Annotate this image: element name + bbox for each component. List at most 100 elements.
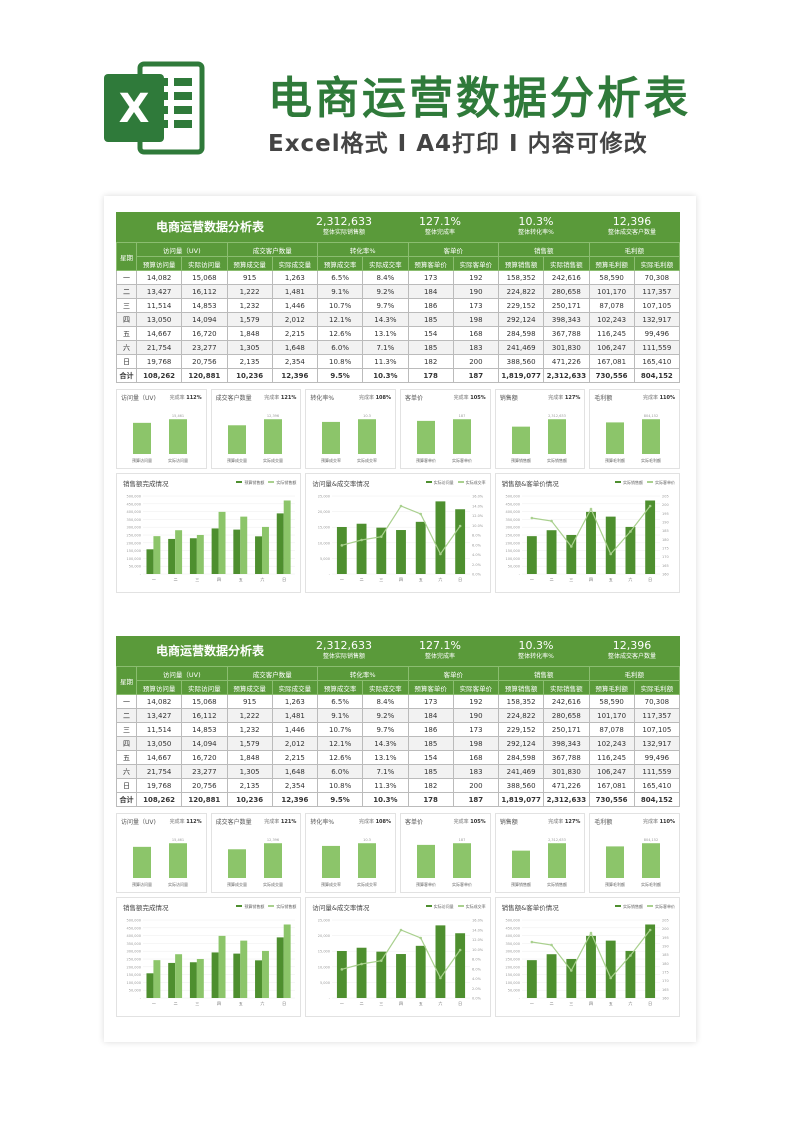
y2-tick-label: 14.0% bbox=[472, 928, 484, 932]
table-cell: 1,232 bbox=[226, 722, 273, 737]
combo-chart-plot: 500,000 450,000 400,000 350,000 300,000 250,0… bbox=[127, 495, 295, 582]
table-cell: 8.4% bbox=[362, 270, 409, 285]
table-cell: 14,853 bbox=[181, 722, 228, 737]
y2-tick-label: 200 bbox=[662, 503, 669, 507]
mini-chart-plot: 预算成交量 实际成交量 12,396 bbox=[227, 414, 283, 463]
x-tick-label: 六 bbox=[628, 1000, 632, 1006]
y-tick-label: 250,000 bbox=[505, 534, 519, 538]
bar-actual bbox=[218, 935, 226, 998]
table-cell: 二 bbox=[116, 284, 137, 299]
y2-tick-label: 190 bbox=[662, 521, 669, 525]
x-tick-label: 五 bbox=[239, 577, 243, 582]
table-cell: 23,277 bbox=[181, 340, 228, 355]
table-cell: 224,822 bbox=[497, 708, 545, 723]
table-cell: 107,105 bbox=[633, 298, 681, 313]
table-row: 六 21,754 23,277 1,305 1,648 6.0% 7.1% 185 183 241… bbox=[116, 764, 681, 779]
table-cell: 173 bbox=[407, 270, 454, 285]
table-row: 五 14,667 16,720 1,848 2,215 12.6% 13.1% 154 168 2… bbox=[116, 326, 681, 341]
mini-bar-label: 预算毛利额 bbox=[605, 457, 625, 463]
table-cell: 182 bbox=[407, 354, 454, 369]
y2-tick-label: 6.0% bbox=[472, 967, 482, 971]
y-tick-label: 10,000 bbox=[318, 541, 330, 545]
y-tick-label: 100,000 bbox=[127, 557, 141, 561]
table-cell: 10.8% bbox=[316, 778, 364, 793]
y-tick-label: 200,000 bbox=[127, 965, 141, 969]
mini-chart-rate: 完成率 127% bbox=[548, 394, 580, 401]
y-tick-label: 400,000 bbox=[505, 934, 519, 938]
table-row: 一 14,082 15,068 915 1,263 6.5% 8.4% 173 192 158,3… bbox=[116, 270, 681, 285]
kpi-value: 127.1% bbox=[419, 639, 461, 652]
legend-label: 实际客单价 bbox=[654, 904, 675, 909]
y2-tick-label: 180 bbox=[662, 962, 669, 966]
y-tick-label: 100,000 bbox=[127, 981, 141, 985]
y2-tick-label: 10.0% bbox=[472, 524, 484, 528]
rate-value: 127% bbox=[564, 395, 581, 401]
y-tick-label: - bbox=[140, 573, 142, 577]
table-cell: 280,658 bbox=[543, 708, 590, 723]
table-cell: 58,590 bbox=[588, 694, 635, 709]
report-title: 电商运营数据分析表 bbox=[156, 644, 265, 658]
table-cell: 7.1% bbox=[362, 340, 409, 355]
total-cell: 178 bbox=[407, 368, 454, 383]
mini-bar bbox=[417, 420, 436, 454]
x-tick-label: 五 bbox=[419, 577, 423, 582]
total-cell: 120,881 bbox=[181, 792, 228, 807]
rate-label: 完成率 bbox=[169, 395, 185, 401]
kpi-label: 整体成交客户数量 bbox=[607, 229, 656, 236]
combo-chart-legend: 预算销售额 实际销售额 bbox=[232, 904, 296, 910]
y2-tick-label: 2.0% bbox=[472, 563, 482, 567]
table-cell: 日 bbox=[116, 354, 137, 369]
total-cell: 12,396 bbox=[271, 792, 319, 807]
table-cell: 1,232 bbox=[226, 298, 273, 313]
table-cell: 165,410 bbox=[633, 354, 681, 369]
y-tick-label: 5,000 bbox=[320, 557, 330, 561]
y-tick-label: 400,000 bbox=[127, 510, 141, 514]
group-header: 访问量（UV) bbox=[136, 242, 228, 257]
table-cell: 167,081 bbox=[588, 354, 635, 369]
x-tick-label: 日 bbox=[458, 1001, 462, 1006]
kpi-completion-rate: 127.1% 整体完成率 bbox=[392, 212, 488, 242]
kpi-label: 整体完成率 bbox=[424, 229, 455, 236]
y2-tick-label: 195 bbox=[662, 512, 669, 516]
total-cell: 108,262 bbox=[135, 792, 183, 807]
table-cell: 1,305 bbox=[226, 764, 273, 779]
total-cell: 187 bbox=[452, 792, 500, 807]
mini-chart: 销售额 完成率 127% 预算销售额 实际销售额 2,312,633 bbox=[494, 389, 586, 469]
line-point bbox=[459, 948, 462, 952]
combo-chart: 访问量&成交率情况 实际访问量 实际成交率 25,000 20,000 15,000 10,… bbox=[305, 473, 491, 593]
y-tick-label: 300,000 bbox=[505, 950, 519, 954]
table-cell: 242,616 bbox=[543, 694, 590, 709]
table-cell: 19,768 bbox=[135, 354, 183, 369]
y2-tick-label: 195 bbox=[662, 936, 669, 940]
y-tick-label: 150,000 bbox=[127, 549, 141, 553]
total-cell: 10,236 bbox=[226, 368, 273, 383]
y-tick-label: 50,000 bbox=[507, 565, 519, 569]
combo-chart: 访问量&成交率情况 实际访问量 实际成交率 25,000 20,000 15,000 10,… bbox=[305, 897, 491, 1017]
mini-chart-rate: 完成率 110% bbox=[643, 394, 675, 401]
table-cell: 241,469 bbox=[497, 764, 545, 779]
report-banner: 电商运营数据分析表 2,312,633 整体实际销售额 127.1% 整体完成率 1… bbox=[116, 636, 680, 666]
mini-chart-title: 客单价 bbox=[405, 395, 424, 402]
combo-chart: 销售额&客单价情况 实际销售额 实际客单价 500,000 450,000 400,000… bbox=[494, 897, 680, 1017]
mini-bar-label: 预算客单价 bbox=[416, 881, 436, 887]
bar-actual bbox=[566, 958, 576, 998]
table-cell: 388,560 bbox=[497, 778, 545, 793]
mini-bar-label: 预算毛利额 bbox=[605, 881, 625, 887]
rate-label: 完成率 bbox=[264, 819, 280, 825]
line-point bbox=[609, 552, 612, 556]
y-tick-label: 450,000 bbox=[505, 926, 519, 930]
total-cell: 120,881 bbox=[181, 368, 228, 383]
bar-actual bbox=[644, 500, 655, 574]
y-tick-label: 200,000 bbox=[127, 541, 141, 545]
mini-chart-rate: 完成率 105% bbox=[454, 394, 486, 401]
mini-chart: 访问量（UV) 完成率 112% 预算访问量 实际访问量 15,461 bbox=[116, 813, 207, 893]
bar-actual bbox=[396, 530, 407, 574]
bar-actual bbox=[396, 954, 407, 998]
y-tick-label: 500,000 bbox=[127, 495, 141, 499]
mini-chart-title: 销售额 bbox=[499, 819, 518, 826]
kpi-value: 10.3% bbox=[518, 639, 554, 652]
mini-bar-value: 2,312,633 bbox=[548, 838, 566, 842]
line-point bbox=[459, 524, 462, 528]
line-point bbox=[549, 519, 553, 523]
legend-swatch bbox=[614, 481, 621, 483]
